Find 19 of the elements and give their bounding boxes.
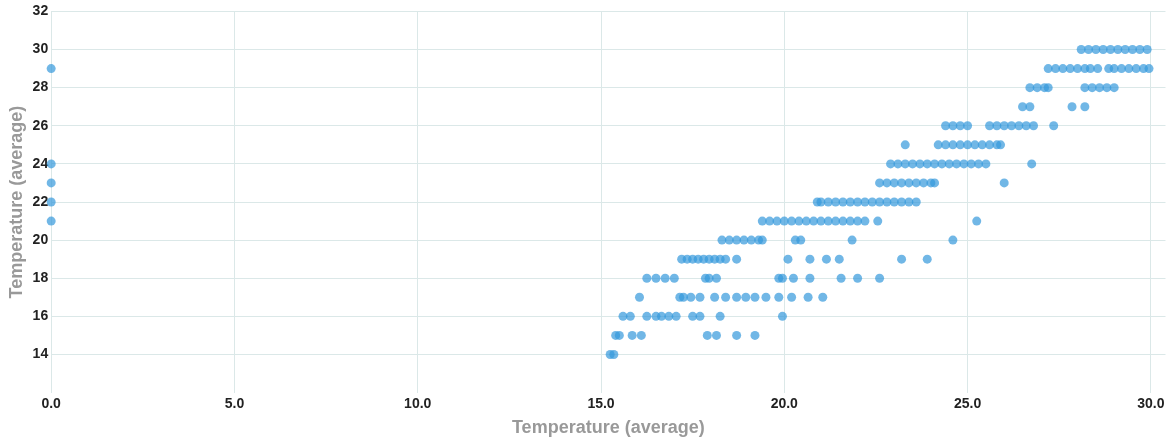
x-axis-title: Temperature (average) xyxy=(511,417,705,438)
y-tick-label: 16 xyxy=(32,307,49,324)
y-tick-label: 28 xyxy=(32,78,49,95)
y-tick-label: 18 xyxy=(32,269,49,286)
x-tick-label: 20.0 xyxy=(770,394,799,411)
y-tick-label: 26 xyxy=(32,116,49,133)
y-tick-label: 14 xyxy=(32,345,49,362)
y-tick-label: 30 xyxy=(32,40,49,57)
x-tick-label: 0.0 xyxy=(41,394,62,411)
y-tick-label: 24 xyxy=(32,154,49,171)
x-tick-label: 25.0 xyxy=(953,394,982,411)
y-tick-label: 22 xyxy=(32,192,49,209)
x-tick-label: 5.0 xyxy=(224,394,245,411)
y-tick-label: 32 xyxy=(32,2,49,19)
x-tick-label: 10.0 xyxy=(404,394,432,411)
y-tick-label: 20 xyxy=(32,230,49,247)
x-tick-label: 30.0 xyxy=(1137,394,1165,411)
x-tick-label: 15.0 xyxy=(587,394,615,411)
y-axis-title: Temperature (average) xyxy=(5,105,26,299)
